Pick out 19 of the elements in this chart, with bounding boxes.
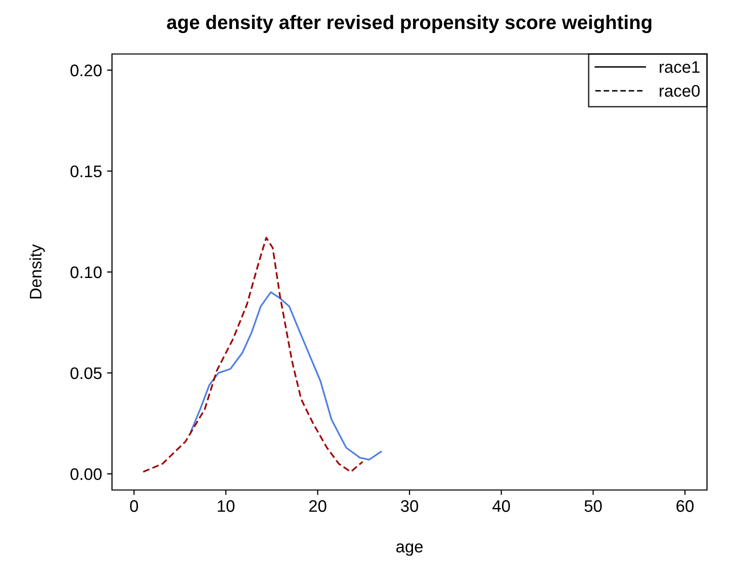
text: race0 xyxy=(660,84,700,97)
x-tick-label: 40 xyxy=(492,500,510,512)
y-axis-title: Density xyxy=(29,244,45,298)
chart-title: age density after revised propensity score weighting xyxy=(166,14,652,34)
y-tick-label: 0.05 xyxy=(70,367,102,380)
x-tick-label: 30 xyxy=(400,500,418,512)
x-tick-label: 10 xyxy=(218,500,234,512)
y-tick-label: 0.00 xyxy=(70,468,102,480)
x-tick-label: 60 xyxy=(676,500,694,512)
x-tick-label: 50 xyxy=(584,500,602,512)
y-tick-label: 0.15 xyxy=(70,165,102,178)
x-tick-label: 0 xyxy=(130,500,138,512)
line-series xyxy=(190,291,382,461)
text: race1 xyxy=(660,61,700,73)
x-tick-label: 20 xyxy=(309,500,326,512)
line-series xyxy=(142,236,364,473)
y-tick-label: 0.20 xyxy=(70,64,102,76)
x-axis-title: age xyxy=(396,543,423,556)
y-tick-label: 0.10 xyxy=(70,266,102,278)
